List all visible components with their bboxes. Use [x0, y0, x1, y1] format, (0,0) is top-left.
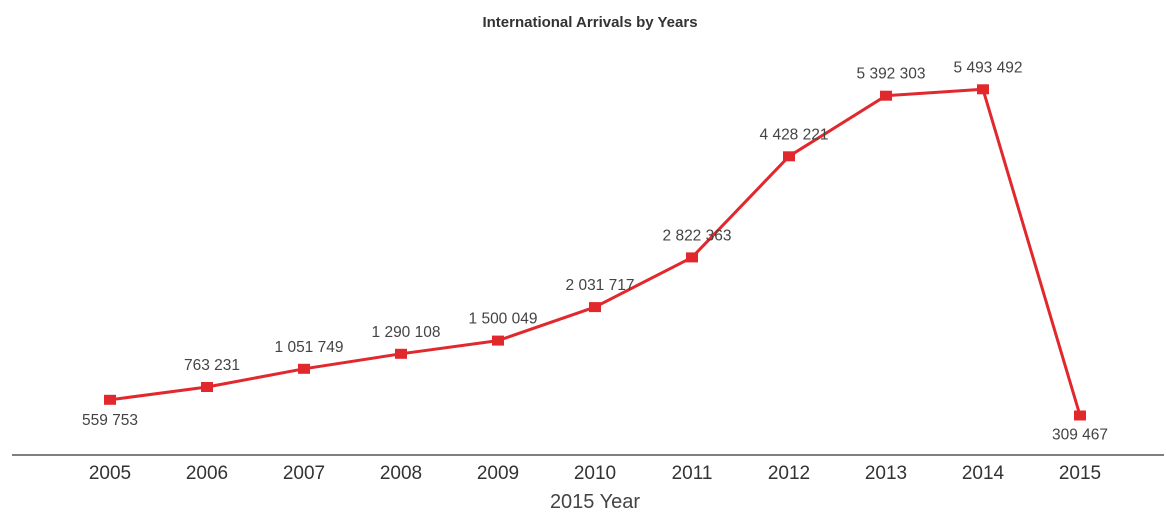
- series-line: [109, 87, 1082, 416]
- data-label: 4 428 221: [760, 126, 829, 143]
- x-tick-group: 2005 2006 2007 2008 2009 2010 2011 2012 2013 2014…: [89, 463, 1101, 484]
- x-tick-label: 2006: [186, 463, 228, 484]
- x-tick-label: 2015: [1059, 463, 1101, 484]
- x-tick-label: 2013: [865, 463, 907, 484]
- data-point-marker: [298, 363, 310, 374]
- data-point-marker: [395, 348, 407, 359]
- data-label: 309 467: [1052, 427, 1108, 444]
- data-point-marker: [977, 84, 989, 95]
- data-label: 5 392 303: [857, 66, 926, 83]
- data-point-marker: [201, 382, 213, 392]
- x-tick-label: 2009: [477, 463, 519, 484]
- x-tick-label: 2014: [962, 463, 1005, 484]
- data-label: 1 051 749: [275, 339, 344, 356]
- data-label-group: 559 753 763 231 1 051 749 1 290 108 1 500 04…: [82, 59, 1108, 443]
- x-axis-title: 2015 Year: [550, 491, 640, 513]
- marker-group: [104, 84, 1086, 421]
- data-label: 1 290 108: [372, 324, 441, 341]
- data-point-marker: [589, 302, 601, 313]
- x-tick-label: 2007: [283, 463, 325, 484]
- x-tick-label: 2005: [89, 463, 131, 484]
- data-label: 2 822 363: [663, 227, 732, 244]
- x-tick-label: 2010: [574, 463, 616, 484]
- data-label: 1 500 049: [469, 311, 538, 328]
- x-tick-label: 2011: [672, 463, 713, 484]
- data-point-marker: [686, 252, 698, 263]
- data-label: 2 031 717: [566, 277, 635, 294]
- x-tick-label: 2012: [768, 463, 810, 484]
- data-point-marker: [783, 151, 795, 162]
- data-label: 559 753: [82, 412, 138, 429]
- data-point-marker: [880, 90, 892, 101]
- data-label: 5 493 492: [954, 59, 1023, 76]
- data-point-marker: [492, 335, 504, 346]
- x-tick-label: 2008: [380, 463, 422, 484]
- chart-title: International Arrivals by Years: [482, 14, 697, 31]
- data-label: 763 231: [184, 357, 240, 374]
- data-point-marker: [1074, 410, 1086, 421]
- data-point-marker: [104, 394, 116, 405]
